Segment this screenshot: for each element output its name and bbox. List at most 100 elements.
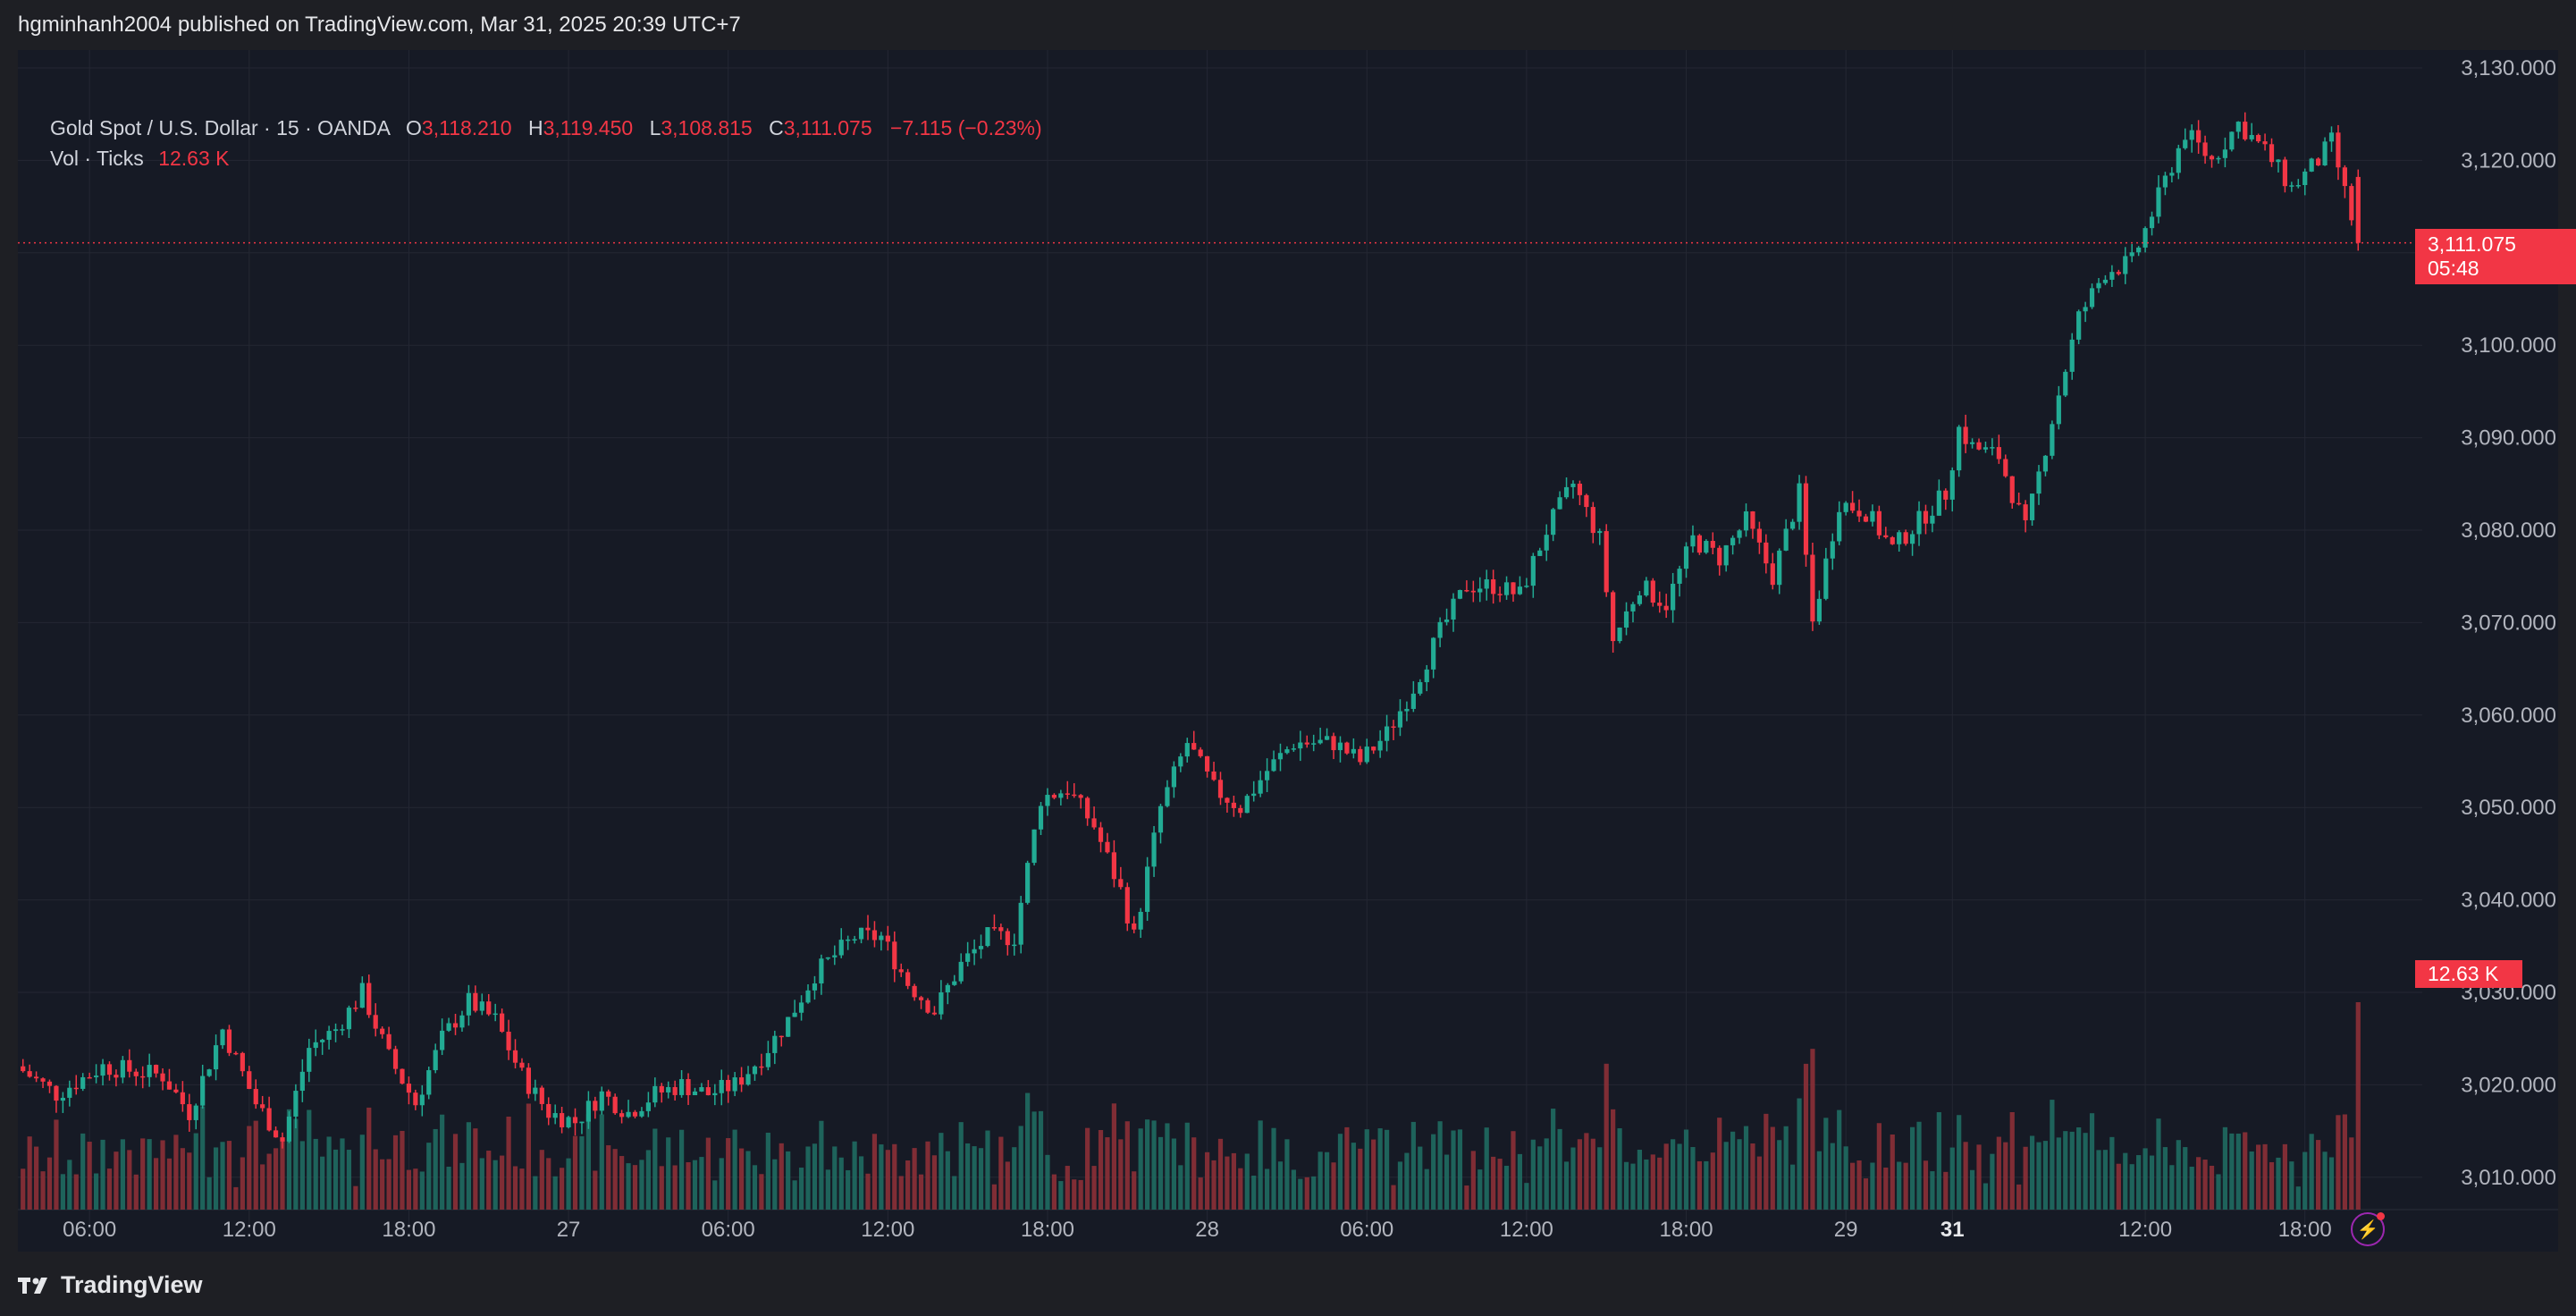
candle-body xyxy=(1617,627,1622,642)
time-tick-label: 12:00 xyxy=(2118,1218,2172,1242)
volume-bar xyxy=(2295,1186,2301,1210)
candle-body xyxy=(1843,502,1848,512)
candle-body xyxy=(473,992,478,1011)
candle-body xyxy=(1849,502,1856,511)
candle-body xyxy=(293,1091,299,1117)
candle-body xyxy=(2069,339,2075,372)
candle-body xyxy=(672,1086,678,1095)
candle-body xyxy=(1777,550,1782,586)
candle-body xyxy=(745,1074,751,1085)
volume-bar xyxy=(2328,1157,2335,1210)
price-tick-label: 3,080.000 xyxy=(2461,519,2556,543)
candle-body xyxy=(1830,541,1835,559)
candle-body xyxy=(286,1116,292,1142)
candle-body xyxy=(958,961,964,982)
volume-bar xyxy=(898,1176,904,1210)
candle-body xyxy=(805,990,811,1003)
candle-body xyxy=(166,1081,173,1090)
candle-body xyxy=(726,1079,731,1092)
symbol-name[interactable]: Gold Spot / U.S. Dollar · 15 · OANDA xyxy=(50,116,390,139)
volume-bar xyxy=(400,1130,405,1210)
candle-body xyxy=(46,1081,53,1086)
volume-bar xyxy=(539,1150,544,1210)
candle-body xyxy=(1764,542,1769,564)
candle-body xyxy=(1317,739,1323,744)
volume-bar xyxy=(865,1173,871,1210)
volume-bar xyxy=(1584,1133,1589,1210)
candle-body xyxy=(240,1052,245,1072)
candle-body xyxy=(1756,528,1762,543)
candle-body xyxy=(1331,736,1336,751)
candle-body xyxy=(492,1013,498,1016)
volume-bar xyxy=(1930,1171,1935,1210)
volume-bar xyxy=(266,1153,272,1210)
candle-body xyxy=(846,939,851,941)
candle-body xyxy=(2109,272,2115,280)
candles xyxy=(21,112,2361,1149)
candle-body xyxy=(1544,535,1549,551)
candle-body xyxy=(1837,511,1842,542)
volume-bar xyxy=(1983,1183,1989,1210)
time-tick-label: 12:00 xyxy=(223,1218,276,1242)
volume-bar xyxy=(1803,1063,1809,1210)
candle-body xyxy=(1211,771,1216,780)
candle-body xyxy=(599,1091,604,1111)
lightning-icon[interactable]: ⚡ xyxy=(2351,1212,2385,1246)
volume-bar xyxy=(1743,1126,1749,1210)
candlestick-chart[interactable]: 3,130.0003,120.0003,110.0003,100.0003,09… xyxy=(18,50,2558,1252)
volume-bar xyxy=(699,1157,704,1210)
candle-body xyxy=(2142,228,2148,248)
candle-body xyxy=(526,1067,532,1094)
candle-body xyxy=(2316,158,2321,165)
volume-bar xyxy=(786,1151,791,1210)
volume-bar xyxy=(1849,1162,1856,1210)
candle-body xyxy=(772,1035,778,1053)
volume-bar xyxy=(60,1174,65,1210)
volume-bar xyxy=(1404,1152,1410,1210)
volume-bar xyxy=(67,1160,72,1210)
volume-bar xyxy=(1597,1147,1603,1210)
volume-bar xyxy=(1957,1115,1962,1210)
candle-body xyxy=(160,1073,165,1082)
volume-bar xyxy=(832,1146,838,1210)
volume-bar xyxy=(925,1141,930,1210)
candle-body xyxy=(386,1033,391,1050)
volume-bar xyxy=(2316,1140,2321,1210)
time-tick-label: 28 xyxy=(1195,1218,1219,1242)
time-tick-label: 12:00 xyxy=(1500,1218,1553,1242)
volume-bar xyxy=(1238,1168,1243,1210)
volume-bar xyxy=(500,1155,505,1210)
volume-bar xyxy=(1158,1136,1164,1210)
time-tick-label: 18:00 xyxy=(382,1218,435,1242)
volume-bar xyxy=(1630,1163,1636,1210)
volume-bar xyxy=(719,1158,724,1210)
candle-body xyxy=(1597,531,1603,534)
volume-bar xyxy=(978,1148,984,1210)
candle-body xyxy=(500,1013,505,1033)
volume-bar xyxy=(253,1120,258,1210)
candle-body xyxy=(991,927,998,929)
volume-bar xyxy=(260,1164,265,1210)
volume-bar xyxy=(759,1174,764,1210)
volume-bar xyxy=(852,1141,857,1210)
candle-body xyxy=(2336,132,2341,168)
volume-bar xyxy=(1883,1167,1889,1210)
time-tick-label: 29 xyxy=(1834,1218,1858,1242)
volume-bar xyxy=(858,1156,864,1210)
volume-bar xyxy=(819,1120,824,1210)
candle-body xyxy=(2189,130,2194,140)
tradingview-logo[interactable]: TradingView xyxy=(18,1271,203,1299)
volume-bar xyxy=(1837,1109,1842,1210)
candle-body xyxy=(965,953,971,962)
volume-bar xyxy=(692,1160,698,1210)
candle-body xyxy=(1351,748,1356,754)
candle-body xyxy=(1517,586,1523,595)
volume-bar xyxy=(825,1169,830,1210)
volume-bar xyxy=(612,1149,618,1210)
volume-bar xyxy=(1870,1162,1875,1210)
volume-bar xyxy=(672,1165,678,1210)
volume-bar xyxy=(2042,1141,2049,1210)
volume-bar xyxy=(1756,1156,1762,1210)
chart-pane[interactable]: 3,130.0003,120.0003,110.0003,100.0003,09… xyxy=(18,50,2576,1252)
volume-indicator-label[interactable]: Vol · Ticks xyxy=(50,147,144,170)
